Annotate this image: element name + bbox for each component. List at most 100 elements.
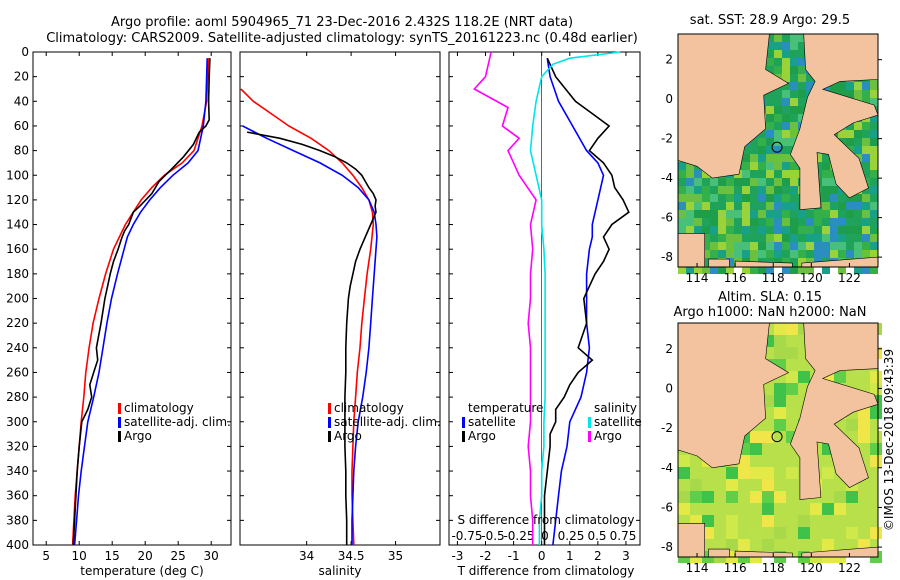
series-line-s-argo [473, 51, 537, 545]
xtick-label: 34.5 [338, 549, 365, 563]
map-data-cell [774, 383, 786, 395]
map-data-cell [758, 146, 766, 154]
ytick-label: 0 [21, 45, 29, 59]
map-xtick-label: 114 [686, 271, 709, 285]
map-data-cell [782, 202, 790, 210]
figure-title-line2: Climatology: CARS2009. Satellite-adjuste… [46, 31, 638, 46]
map-data-cell [870, 146, 878, 154]
map-data-cell [870, 527, 882, 539]
sst-map-panel: 114 116 118 120 122 2 0 -2 -4 -6 -8 [661, 33, 882, 285]
map-data-cell [870, 383, 882, 395]
map-data-cell [678, 467, 690, 479]
map-data-cell [830, 186, 838, 194]
sla-map-title-line2: Argo h1000: NaN h2000: NaN [674, 305, 867, 320]
map-data-cell [750, 218, 758, 226]
map-data-cell [742, 218, 750, 226]
map-data-cell [822, 467, 834, 479]
salinity-xlabel: salinity [318, 564, 361, 578]
map-data-cell [758, 138, 766, 146]
map-data-cell [726, 539, 738, 551]
difference-xlabel: T difference from climatology [457, 564, 635, 578]
map-data-cell [726, 210, 734, 218]
map-data-cell [726, 226, 734, 234]
land-mass [708, 258, 730, 268]
map-data-cell [742, 202, 750, 210]
map-data-cell [766, 146, 774, 154]
map-ytick-label: -6 [661, 500, 673, 514]
argo-position-marker [771, 141, 783, 153]
map-data-cell [830, 218, 838, 226]
map-data-cell [798, 515, 810, 527]
map-data-cell [774, 234, 782, 242]
map-data-cell [726, 186, 734, 194]
map-data-cell [774, 34, 782, 42]
ytick-label: 80 [14, 144, 29, 158]
map-data-cell [726, 527, 738, 539]
map-xtick-label: 114 [686, 561, 709, 575]
ytick-label: 220 [6, 316, 29, 330]
map-data-cell [790, 130, 798, 138]
map-data-cell [806, 234, 814, 242]
legend-label: Argo [124, 429, 152, 443]
map-data-cell [814, 242, 822, 250]
map-data-cell [702, 202, 710, 210]
land-mass [677, 322, 790, 469]
map-data-cell [862, 194, 870, 202]
map-data-cell [726, 218, 734, 226]
map-data-cell [686, 194, 694, 202]
map-xtick-label: 122 [838, 271, 861, 285]
map-data-cell [830, 82, 838, 90]
map-data-cell [798, 34, 806, 42]
map-data-cell [870, 186, 878, 194]
map-data-cell [870, 250, 878, 258]
map-ytick-label: 0 [665, 381, 673, 395]
map-data-cell [798, 371, 810, 383]
map-data-cell [694, 266, 702, 274]
map-data-cell [742, 250, 750, 258]
map-data-cell [870, 90, 878, 98]
map-data-cell [750, 266, 758, 274]
map-data-cell [810, 503, 822, 515]
map-data-cell [686, 210, 694, 218]
map-data-cell [838, 226, 846, 234]
map-data-cell [838, 250, 846, 258]
ytick-label: 320 [6, 439, 29, 453]
map-data-cell [806, 266, 814, 274]
map-data-cell [694, 210, 702, 218]
map-data-cell [710, 266, 718, 274]
map-data-cell [750, 162, 758, 170]
map-data-cell [798, 250, 806, 258]
map-data-cell [766, 170, 774, 178]
map-data-cell [678, 266, 686, 274]
map-data-cell [854, 226, 862, 234]
map-data-cell [830, 250, 838, 258]
map-data-cell [774, 527, 786, 539]
ytick-label: 360 [6, 489, 29, 503]
map-data-cell [726, 515, 738, 527]
xtick-label: 0 [538, 549, 546, 563]
map-data-cell [718, 234, 726, 242]
map-data-cell [790, 34, 798, 42]
map-data-cell [762, 539, 774, 551]
temperature-xlabel: temperature (deg C) [80, 564, 203, 578]
map-data-cell [862, 266, 870, 274]
map-data-cell [854, 194, 862, 202]
map-data-cell [766, 242, 774, 250]
x2tick-label: -0.25 [503, 529, 534, 543]
xtick-label: 35 [388, 549, 403, 563]
map-data-cell [766, 42, 774, 50]
map-data-cell [870, 98, 878, 106]
map-data-cell [726, 258, 734, 266]
map-data-cell [758, 266, 766, 274]
map-data-cell [790, 82, 798, 90]
map-data-cell [790, 162, 798, 170]
map-data-cell [870, 162, 878, 170]
xtick-label: 5 [42, 549, 50, 563]
map-data-cell [782, 42, 790, 50]
map-data-cell [862, 226, 870, 234]
series-line-argo [72, 58, 211, 546]
map-data-cell [702, 234, 710, 242]
map-data-cell [854, 202, 862, 210]
map-data-cell [774, 323, 786, 335]
map-data-cell [814, 250, 822, 258]
